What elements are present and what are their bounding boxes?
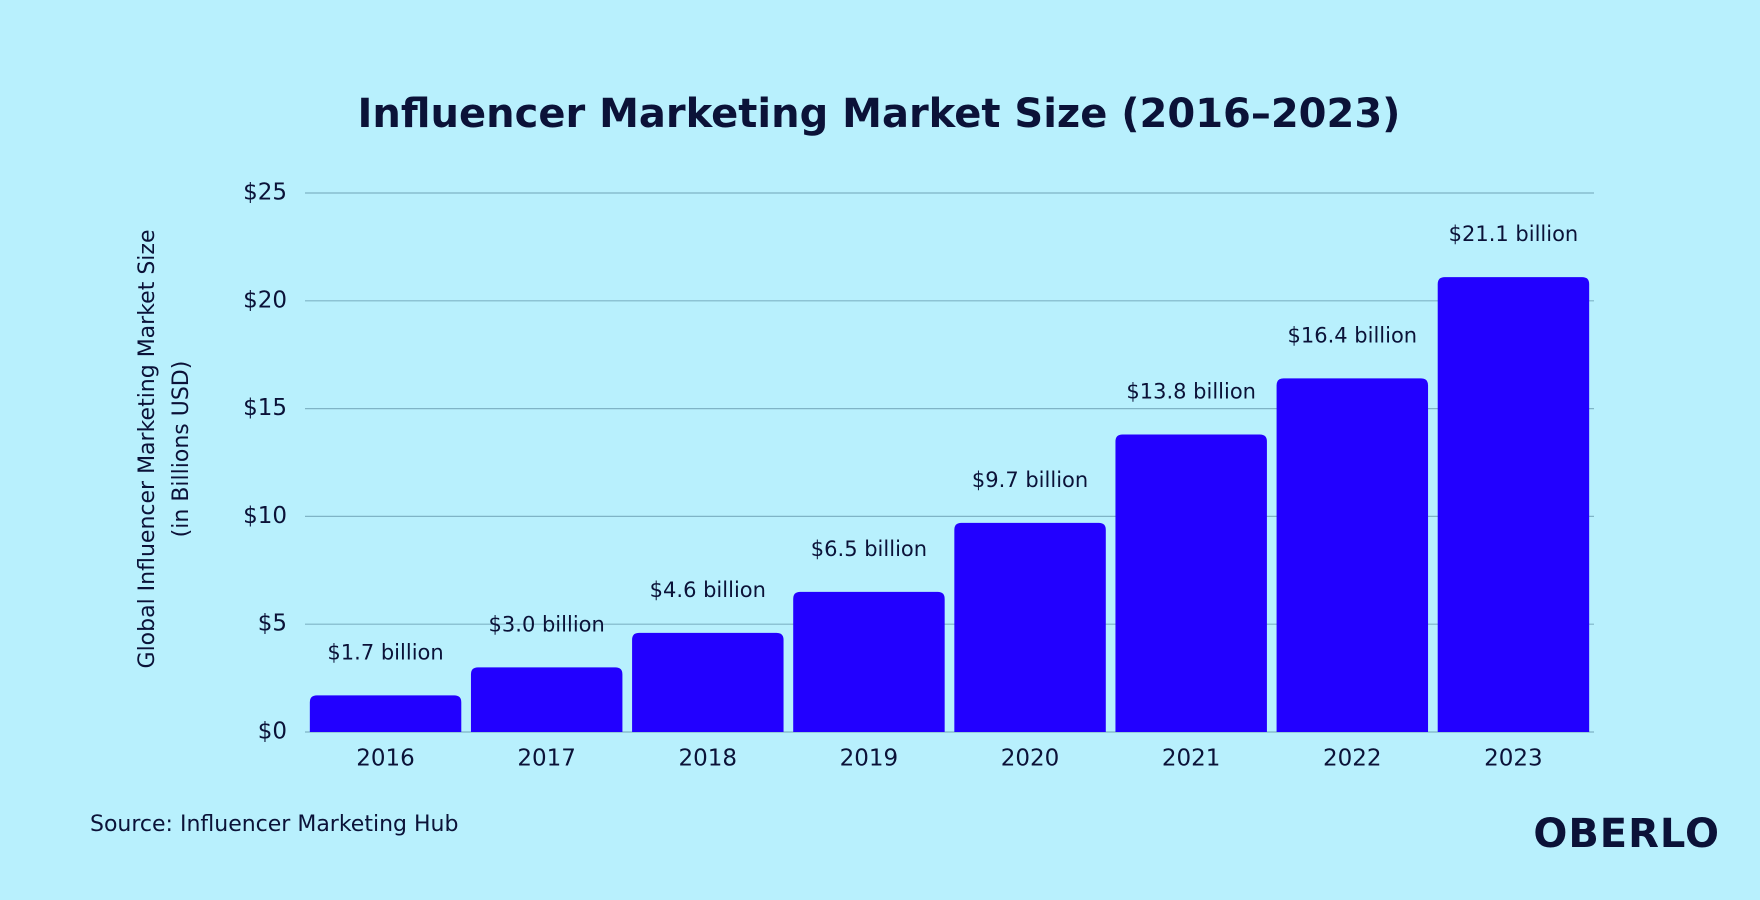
y-tick-label: $15 bbox=[243, 395, 287, 421]
y-tick-label: $0 bbox=[258, 719, 287, 745]
value-label: $16.4 billion bbox=[1288, 323, 1418, 347]
value-label: $6.5 billion bbox=[811, 537, 927, 561]
bar bbox=[1437, 277, 1590, 732]
x-tick-label: 2016 bbox=[356, 746, 415, 772]
brand-logo: OBERLO bbox=[1533, 811, 1720, 857]
x-tick-label: 2023 bbox=[1484, 746, 1543, 772]
bar bbox=[632, 632, 784, 732]
value-label: $3.0 billion bbox=[489, 612, 605, 636]
y-axis-title-line: (in Billions USD) bbox=[169, 361, 194, 538]
value-label: $13.8 billion bbox=[1126, 379, 1256, 403]
chart-title: Influencer Marketing Market Size (2016–2… bbox=[358, 91, 1401, 137]
value-label: $4.6 billion bbox=[650, 578, 766, 602]
source: Source: Influencer Marketing Hub bbox=[90, 812, 458, 837]
bar bbox=[954, 522, 1106, 732]
y-tick-label: $10 bbox=[243, 503, 287, 529]
x-tick-label: 2018 bbox=[679, 746, 738, 772]
bar bbox=[470, 667, 623, 732]
value-label: $9.7 billion bbox=[972, 468, 1088, 492]
bar bbox=[1115, 434, 1267, 732]
y-axis-title-line: Global Influencer Marketing Market Size bbox=[135, 230, 160, 669]
x-tick-label: 2021 bbox=[1162, 746, 1221, 772]
bar bbox=[1276, 378, 1429, 732]
x-tick-label: 2022 bbox=[1323, 746, 1382, 772]
y-axis-title: Global Influencer Marketing Market Size … bbox=[135, 230, 194, 669]
x-tick-label: 2019 bbox=[840, 746, 899, 772]
value-label: $21.1 billion bbox=[1449, 222, 1579, 246]
x-tick-label: 2017 bbox=[517, 746, 576, 772]
value-label: $1.7 billion bbox=[327, 640, 443, 664]
bar bbox=[793, 591, 945, 732]
bar bbox=[309, 695, 462, 732]
y-tick-label: $25 bbox=[243, 180, 287, 206]
y-tick-label: $5 bbox=[258, 611, 287, 637]
y-tick-label: $20 bbox=[243, 287, 287, 313]
x-tick-label: 2020 bbox=[1001, 746, 1060, 772]
